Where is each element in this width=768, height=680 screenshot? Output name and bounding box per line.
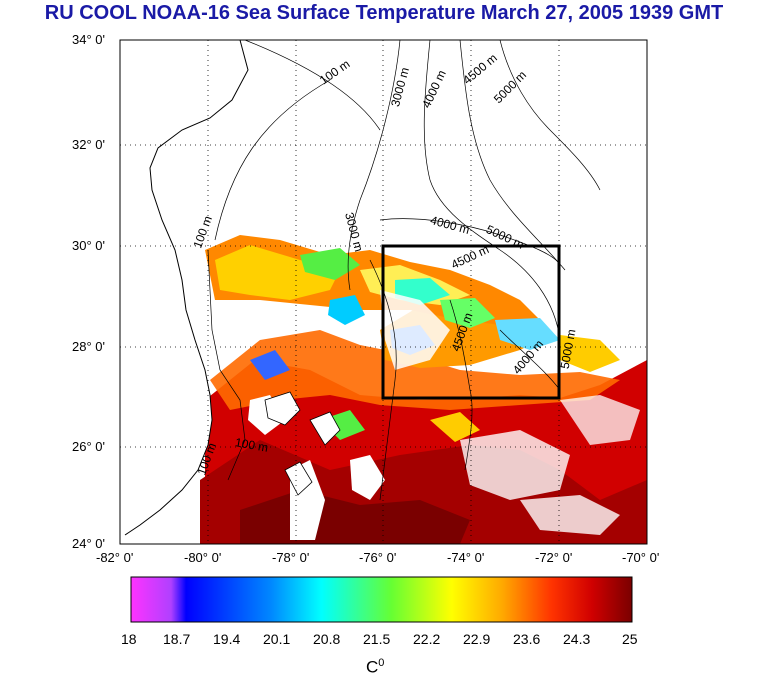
colorbar-tick: 23.6 bbox=[513, 631, 541, 647]
lon-label: -82° 0' bbox=[96, 550, 134, 565]
colorbar-tick: 24.3 bbox=[563, 631, 591, 647]
colorbar bbox=[130, 576, 633, 623]
lon-label: -72° 0' bbox=[535, 550, 573, 565]
lat-label: 28° 0' bbox=[72, 339, 105, 354]
lon-label: -76° 0' bbox=[359, 550, 397, 565]
lat-label: 34° 0' bbox=[72, 32, 105, 47]
graticule bbox=[120, 40, 647, 544]
lat-label: 26° 0' bbox=[72, 439, 105, 454]
lon-label: -70° 0' bbox=[622, 550, 660, 565]
colorbar-tick: 22.2 bbox=[413, 631, 441, 647]
colorbar-tick: 22.9 bbox=[463, 631, 491, 647]
colorbar-unit-sup: 0 bbox=[378, 657, 385, 669]
colorbar-tick: 20.8 bbox=[313, 631, 341, 647]
colorbar-tick: 19.4 bbox=[213, 631, 241, 647]
colorbar-tick: 21.5 bbox=[363, 631, 391, 647]
lat-label: 24° 0' bbox=[72, 536, 105, 551]
lon-label: -78° 0' bbox=[272, 550, 310, 565]
sst-field bbox=[120, 40, 647, 544]
colorbar-unit-base: C bbox=[366, 657, 379, 677]
study-region-box bbox=[381, 244, 561, 400]
map-title: RU COOL NOAA-16 Sea Surface Temperature … bbox=[44, 2, 724, 24]
lat-label: 32° 0' bbox=[72, 137, 105, 152]
colorbar-tick: 18.7 bbox=[163, 631, 191, 647]
colorbar-tick: 18 bbox=[121, 631, 137, 647]
lon-label: -80° 0' bbox=[184, 550, 222, 565]
lat-label: 30° 0' bbox=[72, 238, 105, 253]
colorbar-unit: C0 bbox=[366, 657, 384, 678]
lon-label: -74° 0' bbox=[447, 550, 485, 565]
colorbar-tick: 25 bbox=[622, 631, 638, 647]
colorbar-tick: 20.1 bbox=[263, 631, 291, 647]
